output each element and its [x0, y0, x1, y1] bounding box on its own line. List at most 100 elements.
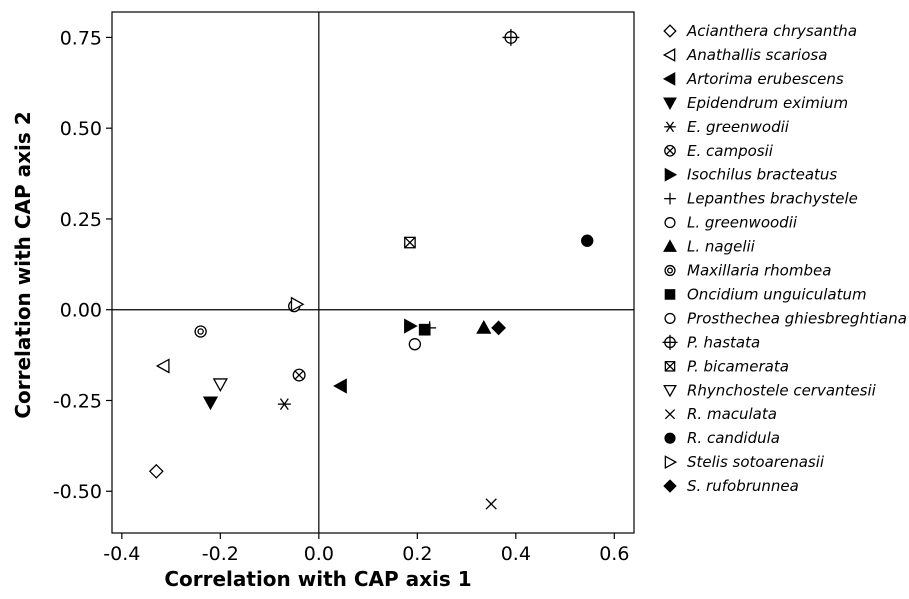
legend: Acianthera chrysantha Anathallis scariosa… [662, 22, 907, 495]
y-tick-label: 0.00 [60, 300, 102, 322]
legend-item: Anathallis scariosa [662, 46, 827, 64]
legend-label: E. camposii [687, 142, 774, 160]
y-tick-label: 0.25 [60, 209, 102, 231]
legend-label: Stelis sotoarenasii [687, 453, 825, 471]
legend-label: Anathallis scariosa [686, 46, 827, 64]
legend-marker-e-camposii [664, 144, 676, 157]
legend-item: Epidendrum eximium [663, 94, 848, 112]
point-r-maculata [485, 498, 497, 510]
y-tick-label: -0.25 [53, 390, 102, 412]
legend-marker-oncidium-unguiculatum [664, 289, 676, 300]
legend-item: S. rufobrunnea [663, 477, 799, 495]
point-isochilus-bracteatus [404, 318, 418, 334]
point-e-camposii [292, 368, 306, 382]
legend-marker-stelis-sotoarenasii [664, 455, 678, 470]
axis-ticks: -0.4 -0.2 0.0 0.2 0.4 0.6 -0.50 -0.25 0.00 0.25 0.… [53, 27, 630, 565]
legend-marker-epidendrum-eximium [663, 97, 677, 110]
point-s-rufobrunnea [491, 320, 506, 336]
legend-label: Artorima erubescens [686, 70, 844, 88]
point-l-nagelii [476, 320, 492, 334]
legend-marker-r-candidula [664, 432, 676, 444]
legend-item: P. hastata [662, 333, 760, 351]
legend-item: Maxillaria rhombea [664, 262, 831, 280]
point-epidendrum-eximium [202, 396, 219, 411]
legend-item: Lepanthes brachystele [664, 190, 858, 208]
legend-item: Artorima erubescens [662, 70, 844, 88]
legend-item: E. greenwodii [664, 118, 790, 136]
legend-marker-acianthera-chrysantha [663, 24, 677, 38]
legend-label: P. bicamerata [687, 357, 789, 375]
legend-marker-anathallis-scariosa [662, 48, 676, 62]
legend-marker-e-greenwodii [664, 121, 676, 133]
legend-label: Maxillaria rhombea [687, 262, 831, 280]
legend-label: S. rufobrunnea [687, 477, 799, 495]
legend-marker-prosthechea-ghiesbreghtiana [664, 312, 676, 324]
legend-item: R. candidula [664, 429, 780, 447]
legend-marker-maxillaria-rhombea [664, 264, 676, 277]
point-e-greenwodii [277, 398, 291, 411]
y-tick-label: 0.50 [60, 118, 102, 140]
x-tick-label: -0.4 [103, 543, 140, 565]
legend-label: Acianthera chrysantha [686, 22, 857, 40]
legend-label: Oncidium unguiculatum [687, 285, 867, 303]
point-anathallis-scariosa [155, 358, 170, 374]
legend-label: L. nagelii [687, 238, 756, 256]
legend-label: L. greenwoodii [687, 214, 798, 232]
legend-marker-p-hastata [662, 334, 678, 350]
point-oncidium-unguiculatum [418, 323, 431, 336]
x-tick-label: 0.2 [402, 543, 432, 565]
legend-marker-r-maculata [664, 409, 676, 420]
legend-marker-isochilus-bracteatus [664, 167, 678, 182]
plot-frame [111, 11, 635, 534]
legend-label: Lepanthes brachystele [687, 190, 858, 208]
point-r-candidula [581, 234, 594, 247]
legend-marker-artorima-erubescens [662, 71, 676, 86]
y-tick-label: -0.50 [53, 481, 102, 503]
x-tick-label: 0.4 [501, 543, 531, 565]
legend-marker-p-bicamerata [664, 361, 676, 372]
legend-label: Prosthechea ghiesbreghtiana [687, 309, 907, 327]
legend-label: E. greenwodii [687, 118, 790, 136]
legend-item: L. nagelii [663, 238, 756, 256]
legend-marker-s-rufobrunnea [663, 479, 677, 493]
plot-area [111, 11, 635, 534]
point-maxillaria-rhombea [194, 325, 207, 338]
point-stelis-sotoarenasii [290, 296, 305, 312]
point-p-hastata [502, 28, 520, 46]
legend-item: Acianthera chrysantha [663, 22, 857, 40]
legend-item: L. greenwoodii [664, 214, 798, 232]
point-prosthechea-ghiesbreghtiana [408, 338, 422, 351]
legend-label: R. maculata [687, 405, 777, 423]
x-axis-title: Correlation with CAP axis 1 [164, 567, 471, 591]
legend-label: Rhynchostele cervantesii [687, 381, 877, 399]
legend-marker-lepanthes-brachystele [664, 192, 676, 205]
point-artorima-erubescens [333, 378, 347, 394]
point-acianthera-chrysantha [148, 463, 164, 479]
data-points [148, 28, 594, 510]
legend-marker-l-greenwoodii [664, 217, 676, 229]
x-tick-label: 0.0 [304, 543, 334, 565]
legend-label: R. candidula [687, 429, 780, 447]
legend-label: P. hastata [687, 333, 760, 351]
x-tick-label: -0.2 [202, 543, 239, 565]
legend-item: Prosthechea ghiesbreghtiana [664, 309, 907, 327]
legend-marker-rhynchostele-cervantesii [663, 384, 677, 398]
x-tick-label: 0.6 [599, 543, 629, 565]
legend-label: Isochilus bracteatus [687, 166, 837, 184]
y-axis-title: Correlation with CAP axis 2 [11, 111, 35, 418]
reference-lines [112, 12, 634, 533]
legend-label: Epidendrum eximium [687, 94, 848, 112]
legend-item: P. bicamerata [664, 357, 789, 375]
legend-item: Oncidium unguiculatum [664, 285, 867, 303]
legend-item: Rhynchostele cervantesii [663, 381, 877, 399]
legend-marker-l-nagelii [663, 239, 677, 252]
point-p-bicamerata [404, 236, 416, 249]
point-rhynchostele-cervantesii [212, 378, 228, 392]
legend-item: Isochilus bracteatus [664, 166, 837, 184]
legend-item: R. maculata [664, 405, 777, 423]
legend-item: Stelis sotoarenasii [664, 453, 825, 471]
legend-item: E. camposii [664, 142, 774, 160]
y-tick-label: 0.75 [60, 27, 102, 49]
